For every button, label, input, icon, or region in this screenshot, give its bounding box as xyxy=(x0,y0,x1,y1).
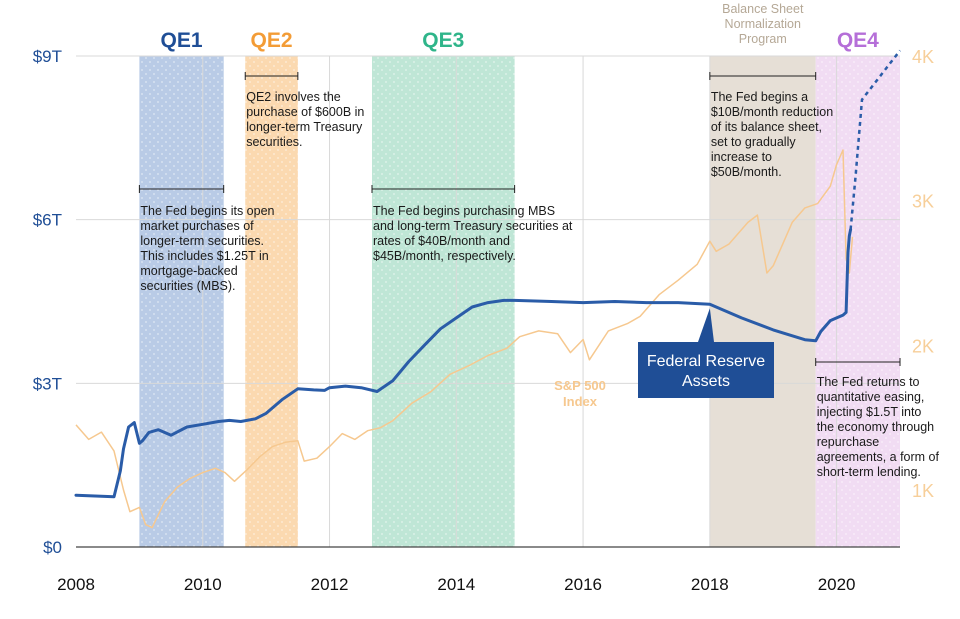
fed-assets-line xyxy=(74,228,853,499)
period-dots-1 xyxy=(245,56,298,547)
x-tick-5: 2018 xyxy=(691,575,729,594)
y-right-tick-3: 4K xyxy=(912,47,934,67)
y-right-tick-2: 3K xyxy=(912,192,934,212)
period-label-qe4: QE4 xyxy=(837,29,879,52)
fed-label-pointer xyxy=(698,308,714,342)
fed-label-line-0: Federal Reserve xyxy=(647,353,765,370)
x-tick-0: 2008 xyxy=(57,575,95,594)
sp500-line xyxy=(75,149,854,529)
x-tick-3: 2014 xyxy=(437,575,475,594)
y-left-tick-3: $9T xyxy=(33,47,62,66)
x-tick-6: 2020 xyxy=(818,575,856,594)
period-label-bsn-line-2: Program xyxy=(739,32,787,46)
bsn-note-text: The Fed begins a $10B/month reduction of… xyxy=(710,90,834,179)
period-band-3 xyxy=(709,56,816,547)
y-left-tick-1: $3T xyxy=(33,374,62,393)
qe3-note-text: The Fed begins purchasing MBS and long-t… xyxy=(373,204,573,263)
x-tick-1: 2010 xyxy=(184,575,222,594)
period-label-qe3: QE3 xyxy=(422,29,464,52)
period-label-bsn-line-1: Normalization xyxy=(725,17,801,31)
x-tick-2: 2012 xyxy=(311,575,349,594)
bsn-note: The Fed begins a $10B/month reduction of… xyxy=(711,90,837,180)
y-left-tick-0: $0 xyxy=(43,538,62,557)
sp500-label-line-1: Index xyxy=(563,394,598,409)
sp500-label-line-0: S&P 500 xyxy=(554,378,606,393)
y-left-tick-2: $6T xyxy=(33,211,62,230)
y-right-tick-1: 2K xyxy=(912,336,934,356)
qe1-note: The Fed begins its open market purchases… xyxy=(140,204,290,294)
period-label-qe2: QE2 xyxy=(251,29,293,52)
qe2-note: QE2 involves the purchase of $600B in lo… xyxy=(246,90,366,150)
fed-label-box xyxy=(638,342,774,398)
qe4-note: The Fed returns to quantitative easing, … xyxy=(817,375,941,480)
qe2-note-text: QE2 involves the purchase of $600B in lo… xyxy=(246,90,365,149)
period-label-qe1: QE1 xyxy=(161,29,203,52)
fed-label-line-1: Assets xyxy=(682,373,730,390)
qe3-note: The Fed begins purchasing MBS and long-t… xyxy=(373,204,573,264)
period-label-bsn-line-0: Balance Sheet xyxy=(722,2,804,16)
x-tick-4: 2016 xyxy=(564,575,602,594)
qe1-note-text: The Fed begins its open market purchases… xyxy=(140,204,275,293)
qe4-note-text: The Fed returns to quantitative easing, … xyxy=(816,375,939,479)
y-right-tick-0: 1K xyxy=(912,481,934,501)
period-dots-0 xyxy=(139,56,224,547)
